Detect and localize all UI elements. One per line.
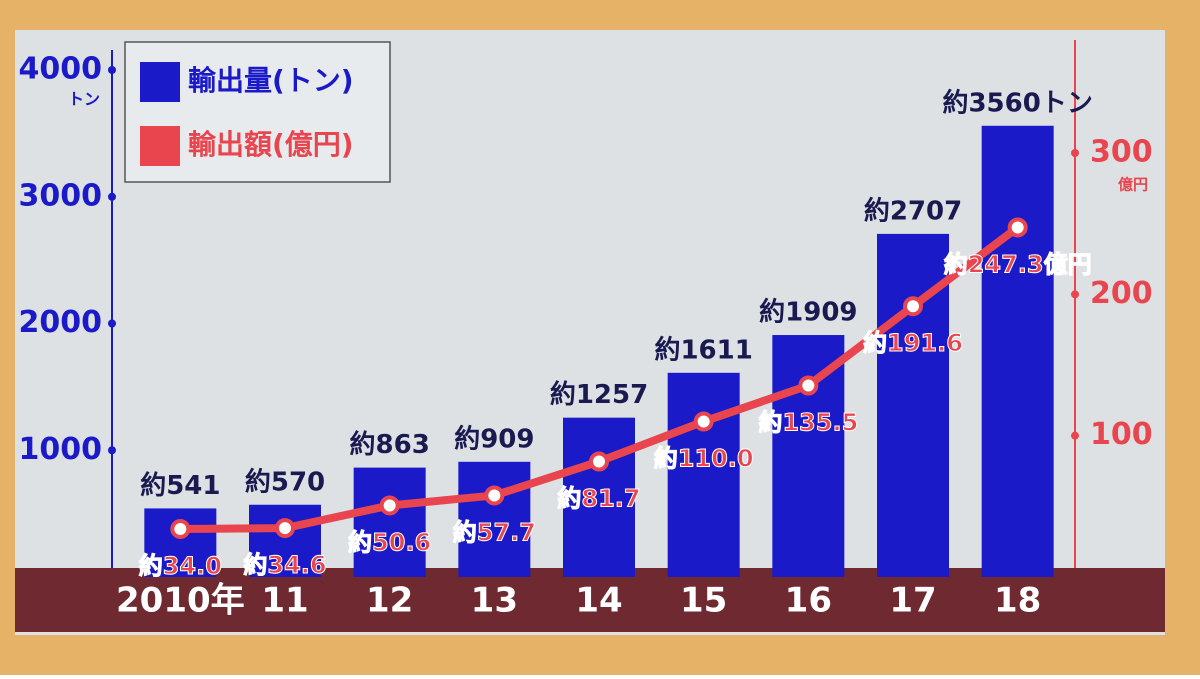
y2-unit: 億円 [1118, 176, 1148, 194]
y-tick-label: 1000 [19, 432, 103, 467]
y2-tick-label: 200 [1090, 276, 1153, 311]
legend-swatch [140, 126, 180, 166]
bar-value-label: 約1257 [550, 379, 648, 410]
line-point [170, 518, 191, 539]
line-value-label: 約135.5 [758, 408, 858, 436]
bar-value-label: 約863 [350, 429, 430, 460]
line-value-label: 約191.6 [863, 329, 963, 357]
line-value-label: 約34.0 [139, 552, 222, 580]
legend-label: 輸出量(トン) [188, 64, 354, 97]
bar [981, 125, 1054, 578]
bar [772, 335, 845, 577]
line-value-label: 約57.7 [453, 518, 536, 546]
bar [249, 504, 321, 577]
legend-swatch [140, 62, 180, 102]
x-tick-label: 16 [785, 581, 832, 621]
x-tick-label: 2010年 [116, 581, 245, 621]
y2-tick-mark [1071, 431, 1079, 440]
y-tick-mark [108, 66, 116, 74]
y-tick-label: 4000 [19, 52, 103, 87]
bar-value-label: 約541 [140, 470, 220, 501]
line-point [693, 411, 714, 432]
line-point [379, 495, 400, 516]
line-value-label: 約50.6 [348, 528, 431, 556]
line-point [1007, 217, 1028, 238]
bar [667, 372, 740, 577]
bar-value-label: 約570 [245, 466, 325, 497]
line-value-label: 約81.7 [557, 485, 640, 513]
bar-value-label: 約2707 [864, 195, 962, 226]
x-tick-label: 14 [575, 581, 622, 621]
legend-label: 輸出額(億円) [188, 128, 354, 161]
line-value-label: 約34.6 [243, 551, 326, 579]
bar [353, 467, 426, 577]
line-point [275, 518, 295, 539]
bar-value-label: 約3560トン [942, 87, 1092, 118]
y-tick-mark [108, 446, 116, 455]
bar [563, 417, 635, 577]
y-tick-mark [108, 192, 116, 201]
bar [458, 461, 531, 577]
y2-tick-mark [1071, 149, 1079, 157]
category-band [15, 568, 1165, 632]
line-value-label: 約247.3億円 [944, 250, 1092, 278]
legend: 輸出量(トン) 輸出額(億円) [124, 41, 391, 183]
y-tick-label: 3000 [19, 178, 103, 213]
y2-tick-label: 300 [1090, 135, 1153, 170]
line-point [903, 296, 923, 317]
bars [144, 125, 1054, 578]
line-point [484, 485, 505, 506]
x-tick-label: 12 [366, 581, 413, 621]
x-tick-label: 11 [261, 581, 308, 621]
line-point [589, 451, 609, 472]
x-tick-label: 17 [889, 581, 936, 621]
y-unit: トン [68, 90, 100, 109]
x-tick-label: 15 [680, 581, 727, 621]
line-point [798, 375, 819, 396]
bar-value-label: 約1909 [759, 297, 857, 328]
y2-tick-label: 100 [1090, 417, 1153, 452]
bar-value-label: 約1611 [654, 334, 752, 365]
line-value-label: 約110.0 [654, 445, 754, 473]
x-tick-label: 13 [471, 581, 518, 621]
y-tick-mark [108, 319, 116, 328]
bar-value-label: 約909 [454, 423, 534, 454]
y2-tick-mark [1071, 290, 1079, 299]
y-tick-label: 2000 [19, 305, 103, 340]
x-tick-label: 18 [994, 581, 1041, 621]
